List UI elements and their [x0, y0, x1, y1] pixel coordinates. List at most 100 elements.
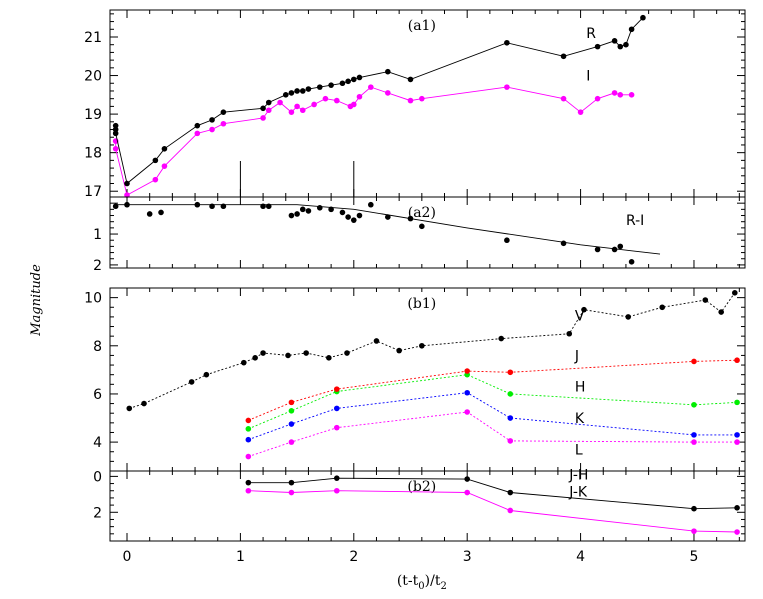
- panel-b1-series-l-point: [507, 438, 514, 444]
- panel-a2-series-r-point: [628, 259, 635, 265]
- panel-b2-series-jh-point: [734, 504, 740, 511]
- panel-b1-series-l-point: [464, 409, 470, 415]
- panel-b1-series-j-point: [507, 369, 514, 376]
- panel-b1-series-v-point: [731, 290, 738, 296]
- panel-b1-series-h-label: H: [575, 380, 586, 396]
- panel-a1-series-r-point: [305, 86, 312, 92]
- panel-a1-series-r-point: [623, 41, 629, 48]
- panel-a1-series-r-point: [209, 117, 215, 123]
- panel-b1-series-h-line: [248, 374, 738, 430]
- panel-b1-series-j-line: [248, 359, 738, 421]
- panel-b2-ytick-label: 2: [93, 505, 102, 521]
- panel-a1-series-i-point: [407, 97, 414, 104]
- panel-a2-series-r-point: [146, 211, 153, 217]
- panel-b1-series-v-point: [126, 405, 133, 412]
- panel-a1-ytick-label: 18: [84, 146, 102, 162]
- x-axis-label: (t-t0)/t2: [397, 573, 447, 592]
- panel-a1-series-r-point: [260, 105, 266, 112]
- panel-a1-series-r-point: [299, 88, 306, 94]
- panel-b2-title: (b2): [407, 479, 436, 495]
- panel-a2-title: (a2): [408, 205, 436, 221]
- panel-a1-series-i-point: [560, 95, 567, 102]
- panel-a1-series-r-point: [220, 109, 227, 115]
- panel-b1-series-v-point: [419, 342, 425, 349]
- panel-b2-series-jh-line: [248, 477, 738, 510]
- panel-b1-series-l-line: [248, 411, 738, 458]
- panel-a2-ytick-label: 2: [93, 258, 102, 274]
- panel-a1-series-r-point: [124, 180, 130, 187]
- panel-a2-frame: [109, 196, 746, 269]
- panel-b2-series-jk-point: [734, 529, 740, 535]
- panel-b1-series-v-point: [566, 330, 573, 337]
- panel-a1-ytick-label: 21: [84, 30, 102, 46]
- panel-a1-series-r-point: [294, 88, 300, 94]
- panel-b2-series-jh-point: [288, 479, 295, 486]
- panel-b1-series-v-point: [326, 355, 332, 361]
- panel-a1-series-r-point: [112, 130, 119, 137]
- x-tick-label: 5: [690, 549, 699, 565]
- panel-a2-series-r-point: [299, 206, 306, 213]
- panel-a1-series-i-line: [115, 86, 632, 196]
- panel-a1-series-i-point: [311, 101, 317, 108]
- panel-a1-series-i-point: [617, 92, 624, 98]
- panel-a1-series-r-point: [288, 90, 295, 96]
- panel-b1-ytick-label: 10: [84, 291, 102, 307]
- panel-b1-ytick-label: 4: [93, 435, 102, 451]
- panel-b1-series-v-point: [203, 371, 210, 378]
- panel-b2-series-jk-label: J-K: [568, 485, 588, 501]
- panel-a1-series-r-point: [594, 43, 601, 50]
- panel-a1-series-i-point: [594, 95, 601, 102]
- x-tick-label: 0: [123, 549, 132, 565]
- panel-b1-series-v-point: [252, 355, 258, 361]
- panel-a1-series-i-point: [161, 163, 168, 169]
- panel-a1-series-i-point: [112, 146, 119, 152]
- panel-b1-frame: [109, 287, 746, 472]
- panel-a1-series-i-point: [356, 93, 363, 100]
- panel-a1-series-i-label: I: [586, 69, 590, 85]
- panel-a1-series-r-point: [611, 38, 618, 44]
- panel-b2-series-jh-point: [245, 479, 252, 486]
- panel-a1-ytick-label: 17: [84, 184, 102, 200]
- panel-a1-series-r-point: [112, 122, 119, 129]
- panel-b1-series-l-point: [691, 439, 697, 445]
- panel-a2-ytick-label: 1: [93, 227, 102, 243]
- panel-a1-series-r-point: [350, 76, 357, 83]
- panel-a1-series-i-point: [577, 109, 584, 115]
- panel-a2-series-r-point: [504, 237, 510, 244]
- panel-a1-series-r-point: [152, 157, 159, 164]
- panel-b1-series-j-point: [288, 399, 295, 406]
- panel-b1-ytick-label: 6: [93, 387, 102, 403]
- panel-a1-series-r-point: [194, 122, 201, 129]
- panel-a1-series-i-point: [194, 130, 201, 137]
- panel-b1-series-k-point: [288, 421, 295, 427]
- panel-b2-series-jk-point: [245, 487, 252, 494]
- panel-a1-series-i-point: [152, 176, 159, 183]
- panel-a1-series-r-point: [385, 68, 391, 75]
- panel-a2-series-r-label: R-I: [626, 213, 644, 229]
- panel-a1-ytick-label: 20: [84, 69, 102, 85]
- panel-b1-series-h-point: [734, 399, 740, 406]
- panel-b1-series-l-point: [333, 424, 340, 431]
- panel-b1-series-v-point: [344, 350, 350, 356]
- panel-a2-series-r-point: [611, 246, 618, 253]
- panel-b1-series-v-point: [625, 314, 632, 320]
- panel-b2-series-jh-point: [333, 475, 340, 481]
- panel-a1-series-r-point: [339, 80, 346, 87]
- panel-a1-series-r-point: [328, 82, 334, 88]
- panel-b1-series-v-point: [498, 335, 505, 342]
- panel-a1-series-i-point: [220, 120, 227, 127]
- panel-a2-series-r-point: [294, 211, 300, 217]
- panel-a1-series-i-point: [124, 192, 130, 198]
- y-axis-label: Magnitude: [29, 264, 44, 337]
- panel-b1-series-l-point: [288, 439, 295, 445]
- panel-b1-series-l-point: [245, 453, 252, 460]
- panel-a1-series-r-point: [640, 14, 646, 21]
- panel-a1-series-r-point: [316, 84, 323, 90]
- panel-b1-series-j-point: [245, 417, 252, 424]
- panel-b1-series-j-point: [464, 368, 470, 374]
- panel-a2-series-r-point: [594, 246, 601, 253]
- panel-a2-series-r-point: [385, 214, 391, 220]
- panel-a1-series-i-point: [294, 103, 300, 110]
- x-tick-label: 4: [576, 549, 585, 565]
- x-tick-label: 2: [349, 549, 358, 565]
